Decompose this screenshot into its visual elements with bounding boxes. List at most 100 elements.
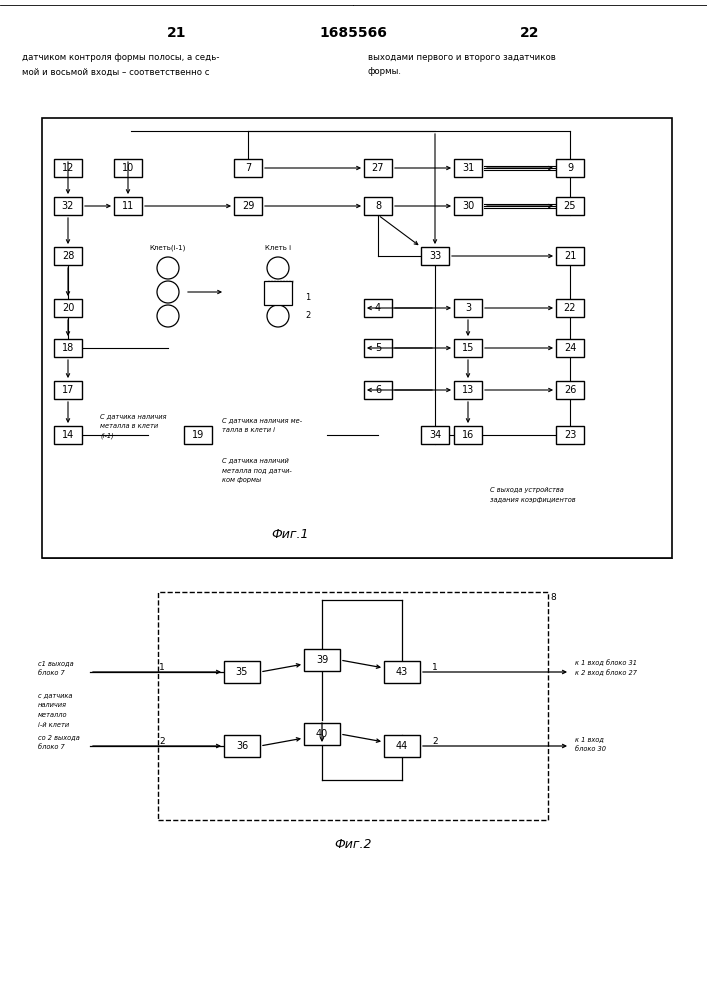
Text: С датчика наличия ме-: С датчика наличия ме- xyxy=(222,417,302,423)
Text: формы.: формы. xyxy=(368,68,402,77)
Text: 1: 1 xyxy=(305,294,310,302)
Text: к 1 вход блоко 31: к 1 вход блоко 31 xyxy=(575,660,637,666)
Text: 11: 11 xyxy=(122,201,134,211)
Text: блоко 7: блоко 7 xyxy=(38,670,65,676)
Text: 18: 18 xyxy=(62,343,74,353)
Text: к 2 вход блоко 27: к 2 вход блоко 27 xyxy=(575,670,637,676)
Bar xyxy=(54,381,82,399)
Text: 6: 6 xyxy=(375,385,381,395)
Bar xyxy=(54,247,82,265)
Text: 22: 22 xyxy=(563,303,576,313)
Text: 34: 34 xyxy=(429,430,441,440)
Bar xyxy=(234,159,262,177)
Text: металло: металло xyxy=(38,712,67,718)
Bar xyxy=(304,723,340,745)
Text: 23: 23 xyxy=(563,430,576,440)
Bar xyxy=(556,381,584,399)
Text: 1: 1 xyxy=(159,662,165,672)
Text: 15: 15 xyxy=(462,343,474,353)
Text: датчиком контроля формы полосы, а седь-: датчиком контроля формы полосы, а седь- xyxy=(22,53,219,62)
Text: с1 выхода: с1 выхода xyxy=(38,660,74,666)
Text: 26: 26 xyxy=(563,385,576,395)
Bar xyxy=(556,299,584,317)
Text: выходами первого и второго задатчиков: выходами первого и второго задатчиков xyxy=(368,53,556,62)
Bar xyxy=(234,197,262,215)
Bar xyxy=(42,118,672,558)
Text: 1: 1 xyxy=(432,662,438,672)
Bar xyxy=(454,159,482,177)
Text: 22: 22 xyxy=(520,26,539,40)
Text: Фиг.1: Фиг.1 xyxy=(271,528,309,542)
Text: 25: 25 xyxy=(563,201,576,211)
Text: металла в клети: металла в клети xyxy=(100,423,158,429)
Text: ком формы: ком формы xyxy=(222,477,262,483)
Bar xyxy=(454,426,482,444)
Text: 2: 2 xyxy=(432,736,438,746)
Bar xyxy=(184,426,212,444)
Bar xyxy=(454,299,482,317)
Text: металла под датчи-: металла под датчи- xyxy=(222,467,292,473)
Text: 36: 36 xyxy=(236,741,248,751)
Text: i-й клети: i-й клети xyxy=(38,722,69,728)
Bar xyxy=(54,299,82,317)
Text: 35: 35 xyxy=(236,667,248,677)
Bar xyxy=(224,661,260,683)
Text: 9: 9 xyxy=(567,163,573,173)
Bar xyxy=(384,735,420,757)
Bar xyxy=(556,159,584,177)
Bar xyxy=(54,426,82,444)
Text: наличия: наличия xyxy=(38,702,67,708)
Text: Клеть(i-1): Клеть(i-1) xyxy=(150,245,186,251)
Text: 8: 8 xyxy=(375,201,381,211)
Text: 21: 21 xyxy=(168,26,187,40)
Bar xyxy=(114,197,142,215)
Text: 2: 2 xyxy=(305,312,310,320)
Text: 5: 5 xyxy=(375,343,381,353)
Text: 44: 44 xyxy=(396,741,408,751)
Bar xyxy=(421,247,449,265)
Text: 33: 33 xyxy=(429,251,441,261)
Text: 21: 21 xyxy=(563,251,576,261)
Text: 3: 3 xyxy=(465,303,471,313)
Bar xyxy=(224,735,260,757)
Text: 16: 16 xyxy=(462,430,474,440)
Text: талла в клети i: талла в клети i xyxy=(222,427,275,433)
Bar xyxy=(384,661,420,683)
Bar xyxy=(54,159,82,177)
Text: блоко 7: блоко 7 xyxy=(38,744,65,750)
Bar xyxy=(304,649,340,671)
Text: 28: 28 xyxy=(62,251,74,261)
Text: 1685566: 1685566 xyxy=(319,26,387,40)
Bar xyxy=(454,381,482,399)
Bar xyxy=(54,197,82,215)
Bar xyxy=(454,339,482,357)
Text: 4: 4 xyxy=(375,303,381,313)
Text: (i-1): (i-1) xyxy=(100,433,114,439)
Text: С датчика наличия: С датчика наличия xyxy=(100,413,167,419)
Text: Фиг.2: Фиг.2 xyxy=(334,838,372,852)
Text: 7: 7 xyxy=(245,163,251,173)
Bar xyxy=(364,159,392,177)
Bar xyxy=(364,339,392,357)
Bar xyxy=(114,159,142,177)
Text: 30: 30 xyxy=(462,201,474,211)
Text: 31: 31 xyxy=(462,163,474,173)
Bar xyxy=(364,381,392,399)
Text: задания коэрфициентов: задания коэрфициентов xyxy=(490,497,575,503)
Bar xyxy=(454,197,482,215)
Text: 29: 29 xyxy=(242,201,255,211)
Text: Клеть i: Клеть i xyxy=(265,245,291,251)
Text: 14: 14 xyxy=(62,430,74,440)
Bar xyxy=(421,426,449,444)
Text: 32: 32 xyxy=(62,201,74,211)
Text: 12: 12 xyxy=(62,163,74,173)
Text: 2: 2 xyxy=(159,736,165,746)
Text: С датчика наличий: С датчика наличий xyxy=(222,457,288,463)
Bar xyxy=(556,339,584,357)
Bar xyxy=(264,281,292,305)
Text: блоко 30: блоко 30 xyxy=(575,746,606,752)
Text: 10: 10 xyxy=(122,163,134,173)
Text: к 1 вход: к 1 вход xyxy=(575,736,604,742)
Text: 17: 17 xyxy=(62,385,74,395)
Text: 39: 39 xyxy=(316,655,328,665)
